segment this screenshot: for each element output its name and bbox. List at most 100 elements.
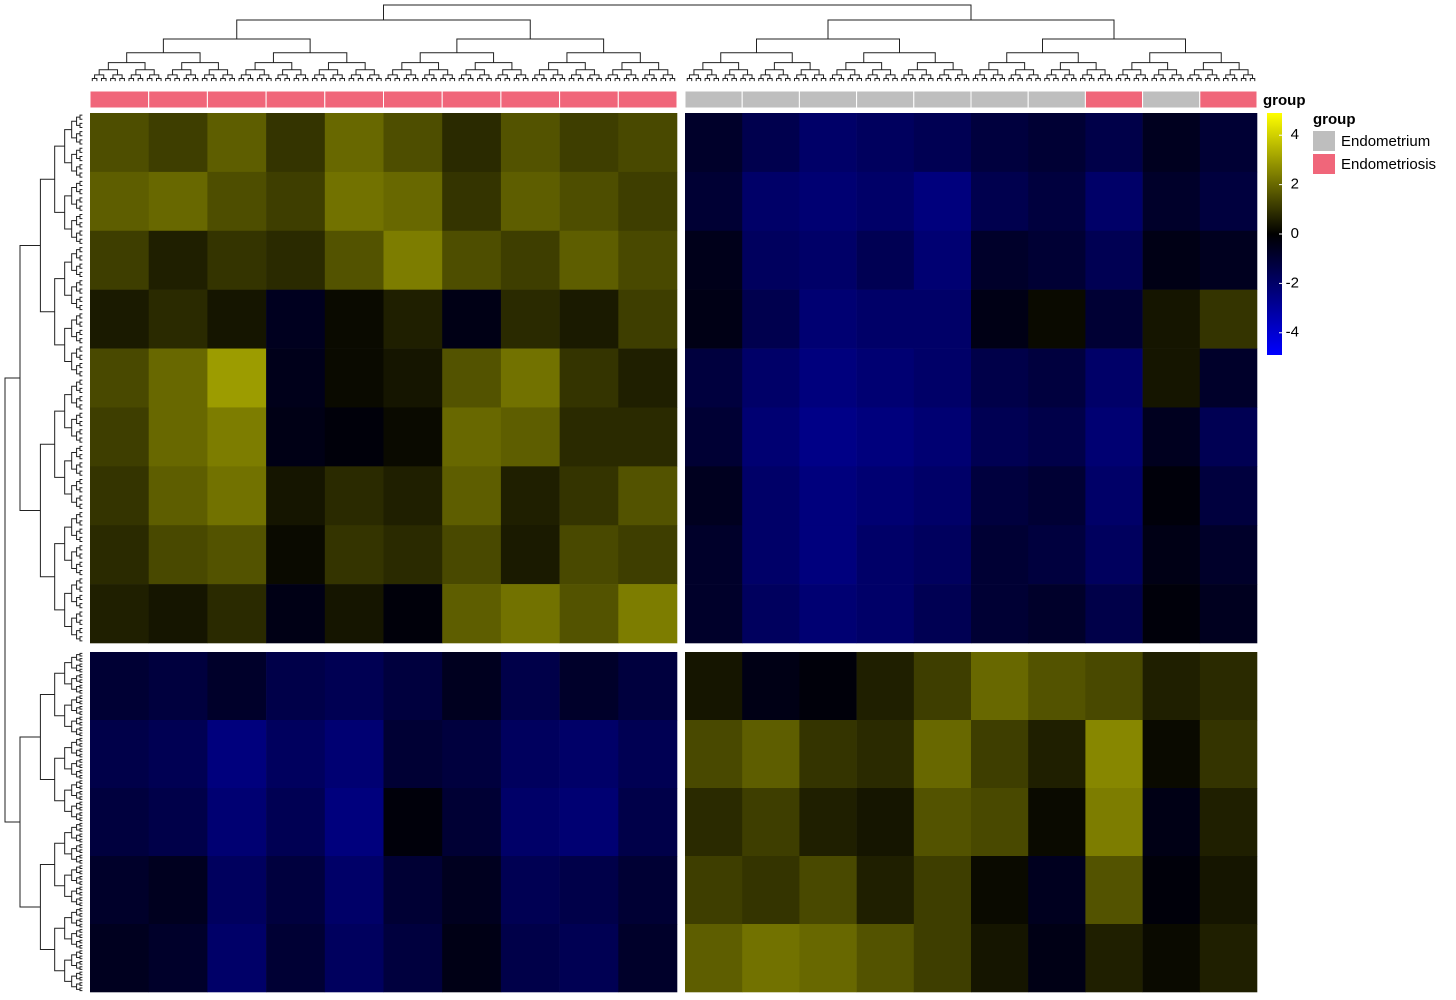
heatmap-cell xyxy=(1142,584,1201,644)
column-dendrogram xyxy=(1158,69,1178,75)
heatmap-cell xyxy=(1028,113,1086,173)
heatmap-cell xyxy=(266,788,326,857)
column-dendrogram xyxy=(149,74,160,79)
heatmap-cell xyxy=(1085,230,1143,290)
heatmap-cell xyxy=(90,407,149,467)
heatmap-cell xyxy=(148,652,208,721)
heatmap-cell xyxy=(1028,720,1086,789)
heatmap-cell xyxy=(1085,171,1143,232)
column-dendrogram xyxy=(479,74,490,79)
annotation-cell xyxy=(741,90,800,109)
row-dendrogram xyxy=(79,247,83,253)
heatmap-cell xyxy=(685,720,743,789)
row-dendrogram xyxy=(79,197,83,203)
column-dendrogram xyxy=(796,74,807,79)
heatmap-cell xyxy=(971,289,1029,349)
column-dendrogram xyxy=(1122,69,1142,75)
heatmap-cell xyxy=(383,230,443,290)
heatmap-cell xyxy=(685,856,743,925)
heatmap-cell xyxy=(971,466,1029,526)
row-dendrogram xyxy=(79,721,83,726)
column-dendrogram xyxy=(907,69,927,75)
row-dendrogram xyxy=(79,780,83,784)
heatmap-cell xyxy=(971,584,1029,644)
heatmap-cell xyxy=(685,788,743,857)
column-dendrogram xyxy=(1229,69,1249,75)
row-dendrogram xyxy=(79,280,83,286)
heatmap-cell xyxy=(742,856,800,925)
annotation-cell xyxy=(206,90,267,109)
heatmap-cell xyxy=(500,230,560,290)
heatmap-cell xyxy=(799,924,857,993)
row-dendrogram xyxy=(79,594,83,601)
heatmap-cell xyxy=(90,348,149,408)
heatmap-cell xyxy=(1085,652,1143,721)
row-dendrogram xyxy=(79,700,83,705)
row-dendrogram xyxy=(79,976,83,981)
heatmap-cell xyxy=(799,171,857,232)
column-dendrogram xyxy=(612,69,632,75)
heatmap-cell xyxy=(1028,289,1086,349)
row-dendrogram xyxy=(79,658,83,662)
heatmap-cell xyxy=(148,466,208,526)
column-dendrogram xyxy=(1189,74,1200,79)
column-dendrogram xyxy=(497,74,508,79)
row-dendrogram xyxy=(79,387,83,393)
heatmap-cell xyxy=(1142,720,1201,789)
column-dendrogram xyxy=(245,69,265,75)
row-dendrogram xyxy=(79,684,83,689)
annotation-cell xyxy=(1084,90,1144,109)
heatmap-cell xyxy=(90,113,149,173)
heatmap-cell xyxy=(207,113,267,173)
row-dendrogram xyxy=(79,870,83,875)
column-dendrogram xyxy=(1082,74,1093,79)
heatmap-cell xyxy=(1199,584,1258,644)
heatmap-cell xyxy=(1028,407,1086,467)
annotation-cell xyxy=(970,90,1029,109)
heatmap-cell xyxy=(324,171,384,232)
heatmap-cell xyxy=(618,407,678,467)
heatmap-cell xyxy=(799,113,857,173)
heatmap-cell xyxy=(1085,348,1143,408)
heatmap-cell xyxy=(618,652,678,721)
heatmap-cell xyxy=(971,856,1029,925)
row-dendrogram xyxy=(79,748,83,753)
heatmap-cell xyxy=(618,856,678,925)
annotation-cell xyxy=(383,90,443,109)
heatmap-cell xyxy=(559,466,619,526)
heatmap-cell xyxy=(559,407,619,467)
heatmap-cell xyxy=(383,856,443,925)
row-dendrogram xyxy=(79,180,83,186)
heatmap-cell xyxy=(324,407,384,467)
heatmap-cell xyxy=(618,584,678,644)
column-dendrogram xyxy=(589,74,600,79)
heatmap-cell xyxy=(1199,113,1258,173)
row-dendrogram xyxy=(79,923,83,928)
column-dendrogram xyxy=(979,69,999,75)
heatmap-cell xyxy=(913,788,972,857)
heatmap-cell xyxy=(913,584,972,644)
row-dendrogram xyxy=(79,495,83,501)
heatmap-cell xyxy=(148,289,208,349)
row-dendrogram xyxy=(79,271,83,278)
heatmap-cell xyxy=(742,289,800,349)
heatmap-cell xyxy=(324,289,384,349)
heatmap-cell xyxy=(856,171,915,232)
column-dendrogram xyxy=(1050,69,1070,75)
column-dendrogram xyxy=(778,74,789,79)
heatmap-cell xyxy=(148,788,208,857)
row-dendrogram xyxy=(79,838,83,843)
row-dendrogram xyxy=(79,860,83,864)
row-dendrogram xyxy=(79,263,83,269)
heatmap-cell xyxy=(856,525,915,585)
row-dendrogram xyxy=(79,578,83,584)
heatmap-cell xyxy=(207,652,267,721)
row-dendrogram xyxy=(79,950,83,954)
heatmap-cell xyxy=(685,466,743,526)
heatmap-cell xyxy=(913,924,972,993)
heatmap-cell xyxy=(148,924,208,993)
column-dendrogram xyxy=(222,74,233,79)
column-dendrogram xyxy=(1207,74,1218,79)
heatmap-cell xyxy=(799,466,857,526)
row-dendrogram xyxy=(79,679,83,684)
